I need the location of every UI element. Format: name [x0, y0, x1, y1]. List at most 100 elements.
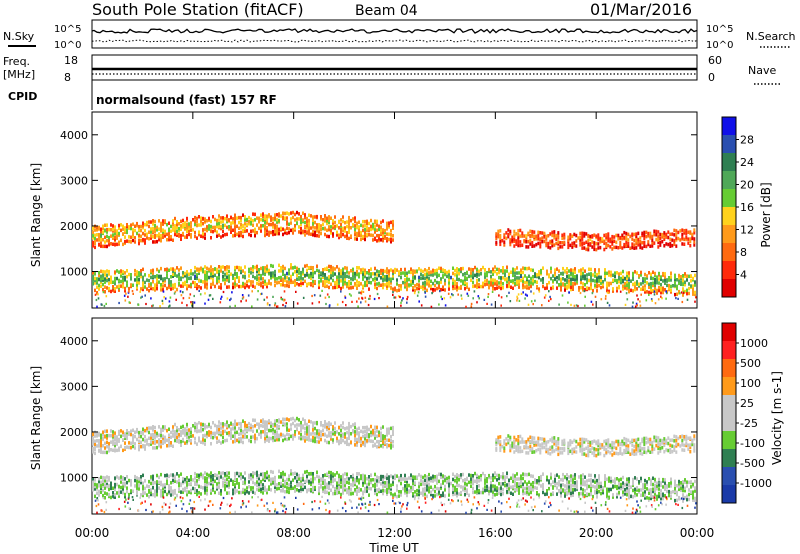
echo-cell: [402, 297, 404, 300]
echo-cell: [512, 286, 514, 290]
echo-cell: [688, 282, 690, 286]
echo-cell: [386, 286, 388, 290]
echo-cell: [585, 232, 588, 236]
echo-cell: [222, 265, 224, 269]
echo-cell: [474, 479, 476, 484]
echo-cell: [148, 278, 150, 283]
echo-cell: [440, 277, 442, 281]
echo-cell: [114, 435, 116, 439]
nsearch-label: N.Search: [746, 30, 796, 43]
echo-cell: [354, 282, 356, 286]
echo-cell: [310, 226, 312, 230]
echo-cell: [470, 267, 472, 272]
echo-cell: [286, 222, 288, 226]
echo-cell: [650, 281, 652, 286]
echo-cell: [574, 484, 576, 488]
echo-cell: [574, 282, 576, 286]
echo-cell: [693, 237, 696, 241]
echo-cell: [618, 480, 620, 485]
echo-cell: [578, 286, 580, 290]
echo-cell: [204, 442, 206, 446]
echo-cell: [114, 225, 116, 229]
echo-cell: [676, 484, 678, 488]
echo-cell: [330, 476, 332, 481]
echo-cell: [658, 271, 660, 276]
echo-cell: [102, 278, 104, 282]
echo-cell: [196, 273, 198, 277]
echo-cell: [374, 484, 376, 489]
echo-cell: [104, 240, 106, 244]
echo-cell: [226, 225, 228, 230]
echo-cell: [156, 283, 158, 287]
echo-cell: [112, 290, 115, 293]
echo-cell: [676, 292, 678, 296]
echo-cell: [622, 279, 624, 284]
echo-cell: [605, 235, 608, 240]
nsky-label: N.Sky: [3, 30, 35, 43]
echo-cell: [572, 284, 574, 289]
echo-cell: [517, 232, 520, 237]
echo-cell: [580, 277, 582, 281]
echo-cell: [328, 269, 330, 273]
echo-cell: [278, 482, 280, 486]
echo-cell: [94, 228, 96, 232]
echo-cell: [100, 484, 102, 489]
echo-cell: [548, 486, 550, 491]
echo-cell: [186, 229, 188, 233]
echo-cell: [504, 277, 506, 282]
echo-cell: [404, 484, 406, 488]
echo-cell: [596, 276, 598, 280]
echo-cell: [148, 489, 150, 493]
echo-cell: [428, 477, 430, 481]
echo-cell: [555, 241, 558, 246]
echo-cell: [348, 280, 350, 284]
echo-cell: [400, 284, 402, 288]
echo-cell: [522, 472, 524, 476]
echo-cell: [192, 478, 194, 482]
echo-cell: [370, 281, 372, 285]
echo-cell: [210, 481, 212, 486]
echo-cell: [122, 227, 124, 231]
echo-cell: [262, 472, 264, 476]
echo-cell: [262, 214, 264, 219]
echo-cell: [364, 219, 366, 224]
echo-cell: [408, 277, 410, 282]
echo-cell: [348, 225, 350, 229]
echo-cell: [132, 438, 134, 442]
echo-cell: [418, 492, 420, 497]
echo-cell: [172, 269, 174, 273]
echo-cell: [96, 238, 98, 242]
echo-cell: [516, 472, 518, 476]
echo-cell: [262, 271, 264, 275]
echo-cell: [320, 277, 322, 281]
echo-cell: [226, 232, 228, 237]
echo-cell: [234, 281, 236, 286]
echo-cell: [500, 475, 502, 479]
echo-cell: [648, 282, 650, 286]
echo-cell: [178, 268, 180, 272]
echo-cell: [204, 282, 206, 286]
echo-cell: [620, 482, 622, 487]
echo-cell: [220, 426, 222, 430]
echo-cell: [674, 489, 676, 494]
echo-cell: [452, 490, 454, 494]
echo-cell: [144, 228, 146, 233]
echo-cell: [682, 274, 684, 278]
echo-cell: [140, 274, 142, 279]
echo-cell: [649, 244, 652, 248]
echo-cell: [474, 265, 476, 270]
echo-cell: [416, 488, 418, 493]
echo-cell: [669, 241, 672, 246]
echo-cell: [538, 481, 540, 486]
echo-cell: [130, 226, 132, 231]
echo-cell: [642, 491, 644, 496]
echo-cell: [376, 239, 378, 243]
echo-cell: [328, 264, 330, 269]
echo-cell: [136, 274, 138, 279]
echo-cell: [312, 485, 314, 490]
echo-cell: [96, 228, 98, 232]
echo-cell: [252, 212, 254, 216]
echo-cell: [274, 479, 276, 483]
echo-cell: [340, 286, 342, 291]
echo-cell: [182, 297, 185, 300]
